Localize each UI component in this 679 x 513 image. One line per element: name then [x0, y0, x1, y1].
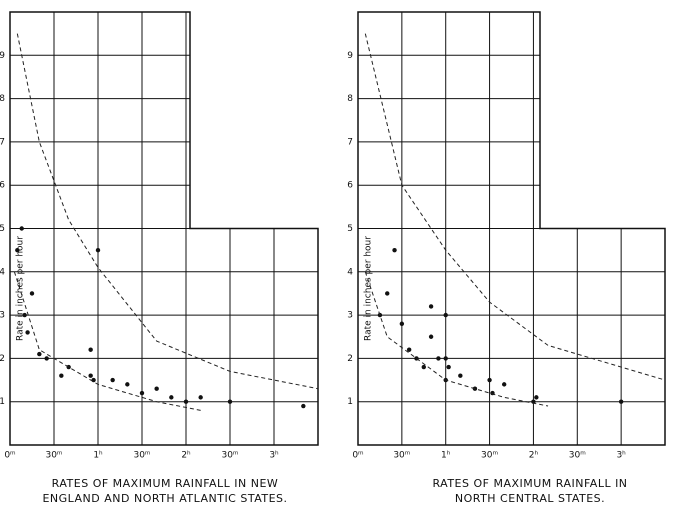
data-point	[443, 312, 448, 318]
data-point	[95, 247, 101, 253]
data-point	[44, 356, 49, 361]
data-point	[22, 312, 27, 318]
data-point	[110, 377, 115, 383]
data-point	[385, 291, 390, 296]
data-point	[139, 390, 145, 396]
x-tick-label: 30ᵐ	[221, 451, 238, 461]
data-point	[37, 351, 42, 357]
x-tick-label: 30ᵐ	[393, 451, 410, 461]
envelope-curve	[364, 271, 549, 407]
chart-title: RATES OF MAXIMUM RAINFALL IN NEW	[52, 477, 279, 490]
data-point	[534, 395, 539, 400]
y-axis-label: Rate in inches per hour	[16, 236, 26, 341]
chart-title: ENGLAND AND NORTH ATLANTIC STATES.	[42, 492, 287, 505]
data-point	[399, 321, 405, 326]
y-tick-label: 1	[347, 397, 353, 407]
y-tick-label: 7	[347, 137, 353, 147]
data-point	[15, 247, 20, 253]
data-point	[59, 373, 64, 378]
x-tick-label: 1ʰ	[93, 451, 103, 461]
y-tick-label: 8	[0, 94, 5, 104]
data-point	[19, 226, 24, 231]
chart-title: NORTH CENTRAL STATES.	[455, 492, 605, 505]
chart-title: RATES OF MAXIMUM RAINFALL IN	[432, 477, 627, 490]
x-tick-label: 2ʰ	[181, 451, 191, 461]
y-tick-label: 9	[347, 51, 353, 61]
x-tick-label: 30ᵐ	[481, 451, 498, 461]
data-point	[198, 395, 203, 400]
data-point	[501, 382, 507, 387]
x-tick-label: 0ᵐ	[352, 451, 364, 461]
data-point	[446, 364, 451, 370]
x-tick-label: 30ᵐ	[45, 451, 62, 461]
y-tick-label: 2	[0, 354, 5, 364]
data-point	[169, 395, 174, 400]
data-point	[428, 304, 434, 309]
data-point	[29, 291, 35, 296]
y-tick-label: 1	[0, 397, 5, 407]
y-axis-label: Rate in inches per hour	[364, 236, 374, 341]
envelope-curve	[13, 271, 201, 411]
envelope-curve	[16, 33, 319, 390]
data-point	[421, 364, 426, 370]
x-tick-label: 1ʰ	[441, 451, 451, 461]
y-tick-label: 5	[347, 224, 353, 234]
data-point	[227, 399, 233, 404]
data-point	[88, 347, 93, 352]
data-point	[406, 347, 412, 352]
y-tick-label: 6	[0, 181, 5, 191]
data-point	[428, 334, 434, 339]
data-point	[458, 373, 463, 378]
x-tick-label: 30ᵐ	[569, 451, 586, 461]
x-tick-label: 3ʰ	[616, 451, 626, 461]
x-tick-label: 3ʰ	[269, 451, 279, 461]
data-point	[443, 356, 448, 361]
y-tick-label: 4	[0, 267, 5, 277]
data-point	[25, 330, 30, 335]
data-point	[618, 399, 624, 404]
data-point	[531, 399, 536, 404]
y-tick-label: 5	[0, 224, 5, 234]
data-point	[91, 377, 96, 383]
data-point	[154, 386, 159, 391]
data-point	[436, 356, 441, 361]
data-point	[125, 382, 130, 387]
x-tick-label: 2ʰ	[529, 451, 539, 461]
y-tick-label: 2	[347, 354, 353, 364]
y-tick-label: 9	[0, 51, 5, 61]
data-point	[301, 403, 306, 409]
data-point	[183, 399, 189, 404]
envelope-curve	[364, 33, 666, 381]
y-tick-label: 3	[0, 311, 5, 321]
y-tick-label: 7	[0, 137, 5, 147]
y-tick-label: 6	[347, 181, 353, 191]
y-tick-label: 3	[347, 311, 353, 321]
data-point	[392, 247, 397, 253]
data-point	[487, 377, 492, 383]
y-tick-label: 8	[347, 94, 353, 104]
x-tick-label: 0ᵐ	[4, 451, 16, 461]
x-tick-label: 30ᵐ	[133, 451, 150, 461]
y-tick-label: 4	[347, 267, 353, 277]
data-point	[88, 373, 93, 378]
